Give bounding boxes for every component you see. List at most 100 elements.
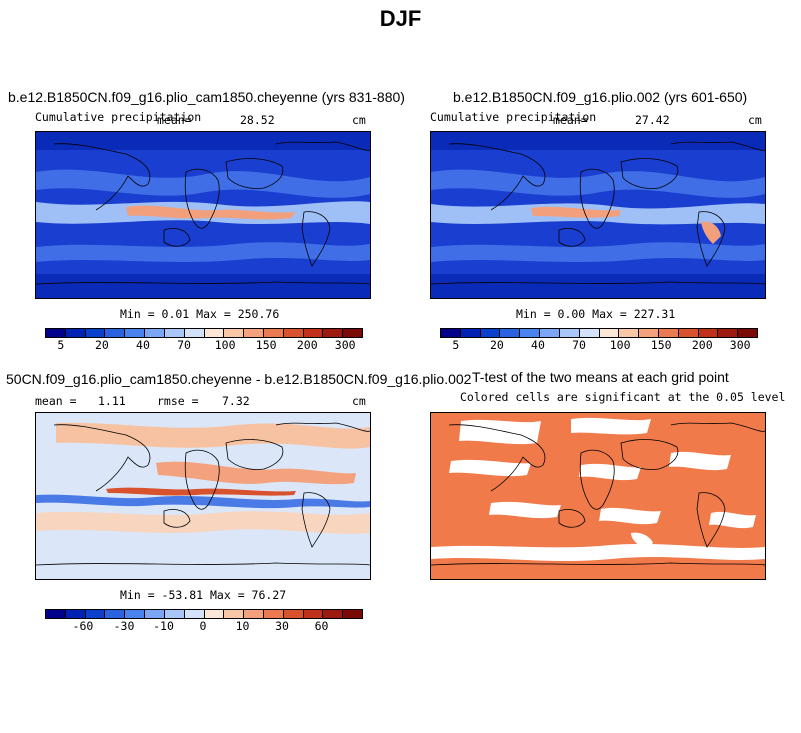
colorbar-swatch — [184, 329, 205, 337]
colorbar-swatch — [738, 329, 757, 337]
colorbar-swatch — [204, 610, 225, 618]
colorbar-tick: 70 — [572, 338, 586, 352]
panel4-title: T-test of the two means at each grid poi… — [472, 369, 729, 385]
colorbar-swatch — [658, 329, 679, 337]
colorbar-tick: 5 — [452, 338, 460, 352]
arctic-band — [36, 132, 370, 150]
colorbar-tick: 300 — [729, 338, 751, 352]
colorbar-swatch — [65, 610, 86, 618]
colorbar-swatch — [105, 329, 126, 337]
colorbar-swatch — [125, 329, 146, 337]
panel4-subtitle: Colored cells are significant at the 0.0… — [460, 390, 786, 404]
panel1-minmax: Min = 0.01 Max = 250.76 — [120, 307, 280, 321]
diff-negative-band — [36, 494, 370, 509]
panel3-title: 50CN.f09_g16.plio_cam1850.cheyenne - b.e… — [6, 371, 472, 387]
colorbar-swatch — [85, 329, 106, 337]
panel2-var-label: Cumulative precipitation — [430, 110, 597, 124]
panel1-map — [35, 131, 371, 299]
panel1-var-label: Cumulative precipitation — [35, 110, 202, 124]
storm-track-north — [431, 169, 765, 198]
panel2-units: cm — [748, 113, 762, 127]
panel1-mean-label: mean= — [157, 113, 192, 127]
panel2-colorbar-ticks: 5 20 40 70 100 150 200 300 — [440, 338, 756, 352]
colorbar-tick: 60 — [314, 619, 329, 633]
colorbar-swatch — [678, 329, 699, 337]
ttest-insignificant-cells — [431, 417, 765, 561]
colorbar-tick: 200 — [296, 338, 318, 352]
colorbar-tick: 40 — [531, 338, 545, 352]
colorbar-swatch — [125, 610, 146, 618]
colorbar-swatch — [500, 329, 521, 337]
panel2-mean-value: 27.42 — [635, 113, 670, 127]
panel3-units: cm — [352, 394, 366, 408]
panel3-rmse-value: 7.32 — [222, 394, 250, 408]
colorbar-swatch — [204, 329, 225, 337]
colorbar-swatch — [718, 329, 739, 337]
colorbar-swatch — [46, 610, 66, 618]
colorbar-swatch — [460, 329, 481, 337]
colorbar-swatch — [145, 329, 165, 337]
panel2-map — [430, 131, 766, 299]
colorbar-swatch — [303, 329, 324, 337]
panel2-mean-label: mean= — [553, 113, 588, 127]
panel3-mean-value: 1.11 — [98, 394, 126, 408]
panel3-mean-label: mean = — [35, 394, 77, 408]
colorbar-tick: 30 — [275, 619, 289, 633]
colorbar-swatch — [164, 610, 185, 618]
colorbar-swatch — [540, 329, 560, 337]
colorbar-swatch — [85, 610, 106, 618]
colorbar-swatch — [263, 329, 284, 337]
panel3-colorbar — [45, 609, 363, 619]
colorbar-tick: 10 — [235, 619, 250, 633]
colorbar-tick: -60 — [72, 619, 94, 633]
colorbar-swatch — [224, 329, 245, 337]
panel4-map — [430, 412, 766, 580]
colorbar-swatch — [283, 610, 304, 618]
storm-track-south — [431, 242, 765, 262]
colorbar-swatch — [184, 610, 205, 618]
panel1-units: cm — [352, 113, 366, 127]
diff-positive-mid — [156, 461, 356, 485]
colorbar-tick: -10 — [153, 619, 174, 633]
diff-positive-north — [56, 422, 370, 449]
colorbar-tick: 20 — [94, 338, 109, 352]
colorbar-swatch — [244, 610, 264, 618]
arctic-band — [431, 132, 765, 150]
antarctic-band — [36, 274, 370, 298]
colorbar-swatch — [224, 610, 245, 618]
colorbar-tick: 20 — [489, 338, 504, 352]
panel2-map-svg — [431, 132, 765, 298]
panel1-map-svg — [36, 132, 370, 298]
coastlines — [36, 141, 370, 285]
colorbar-swatch — [599, 329, 620, 337]
panel2-colorbar — [440, 328, 758, 338]
panel1-colorbar — [45, 328, 363, 338]
colorbar-swatch — [105, 610, 126, 618]
colorbar-swatch — [263, 610, 284, 618]
colorbar-tick: 70 — [177, 338, 191, 352]
colorbar-swatch — [244, 329, 264, 337]
colorbar-swatch — [164, 329, 185, 337]
colorbar-tick: 40 — [136, 338, 150, 352]
amazon-peak — [701, 221, 721, 244]
colorbar-tick: 100 — [214, 338, 236, 352]
colorbar-swatch — [46, 329, 66, 337]
storm-track-south — [36, 242, 370, 262]
panel3-map — [35, 412, 371, 580]
colorbar-tick: 300 — [334, 338, 356, 352]
coastlines — [431, 422, 765, 566]
colorbar-tick: 5 — [57, 338, 65, 352]
diff-positive-south — [36, 511, 370, 534]
colorbar-swatch — [323, 329, 344, 337]
colorbar-swatch — [559, 329, 580, 337]
coastlines — [431, 141, 765, 285]
colorbar-tick: 0 — [199, 619, 207, 633]
colorbar-swatch — [639, 329, 659, 337]
panel1-title: b.e12.B1850CN.f09_g16.plio_cam1850.cheye… — [8, 89, 405, 105]
panel3-minmax: Min = -53.81 Max = 76.27 — [120, 588, 287, 602]
panel3-map-svg — [36, 413, 370, 579]
colorbar-swatch — [303, 610, 324, 618]
colorbar-swatch — [480, 329, 501, 337]
colorbar-swatch — [441, 329, 461, 337]
figure-title: DJF — [379, 6, 422, 31]
